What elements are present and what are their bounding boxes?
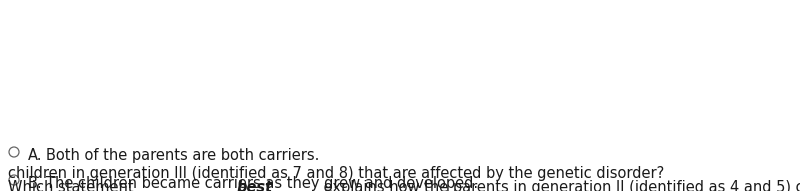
Text: A.: A. xyxy=(28,148,42,163)
Text: The children became carriers as they grew and developed.: The children became carriers as they gre… xyxy=(46,176,478,191)
Text: best: best xyxy=(237,180,273,191)
Text: B.: B. xyxy=(28,176,42,191)
Text: explains how the parents in generation II (identified as 4 and 5) can be unaffec: explains how the parents in generation I… xyxy=(319,180,800,191)
Text: Both of the parents are both carriers.: Both of the parents are both carriers. xyxy=(46,148,319,163)
Text: Which statement: Which statement xyxy=(8,180,138,191)
Text: children in generation III (identified as 7 and 8) that are affected by the gene: children in generation III (identified a… xyxy=(8,166,664,181)
